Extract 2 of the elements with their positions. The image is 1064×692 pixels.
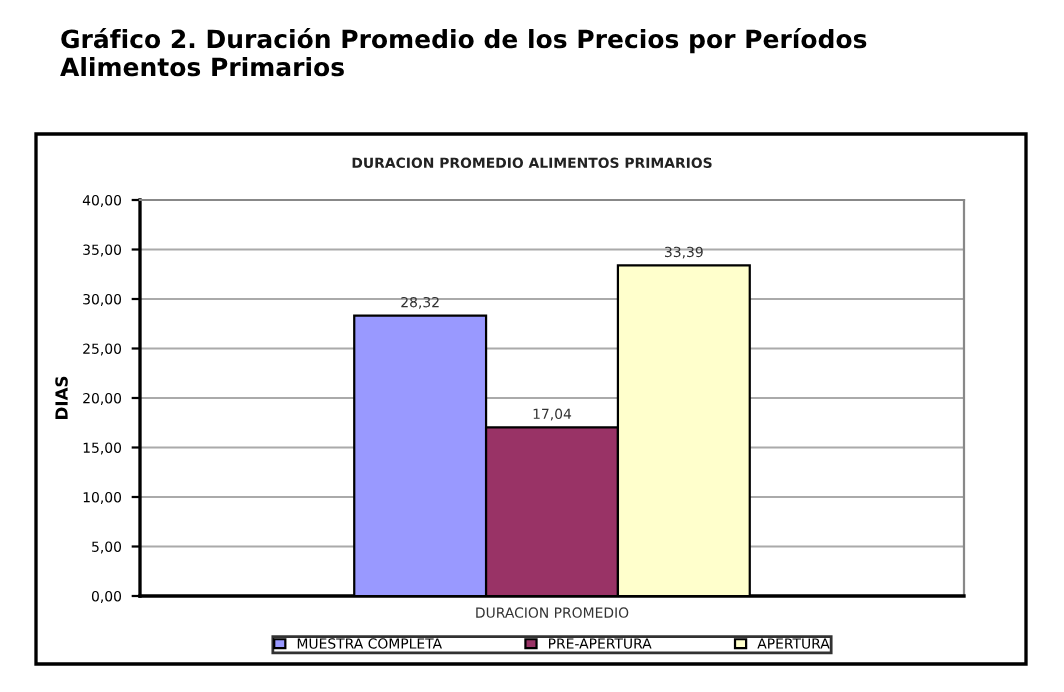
chart-title: Gráfico 2. Duración Promedio de los Precios por Períodos Alimentos Primarios [60,28,867,77]
y-axis-title: DIAS [55,376,68,419]
